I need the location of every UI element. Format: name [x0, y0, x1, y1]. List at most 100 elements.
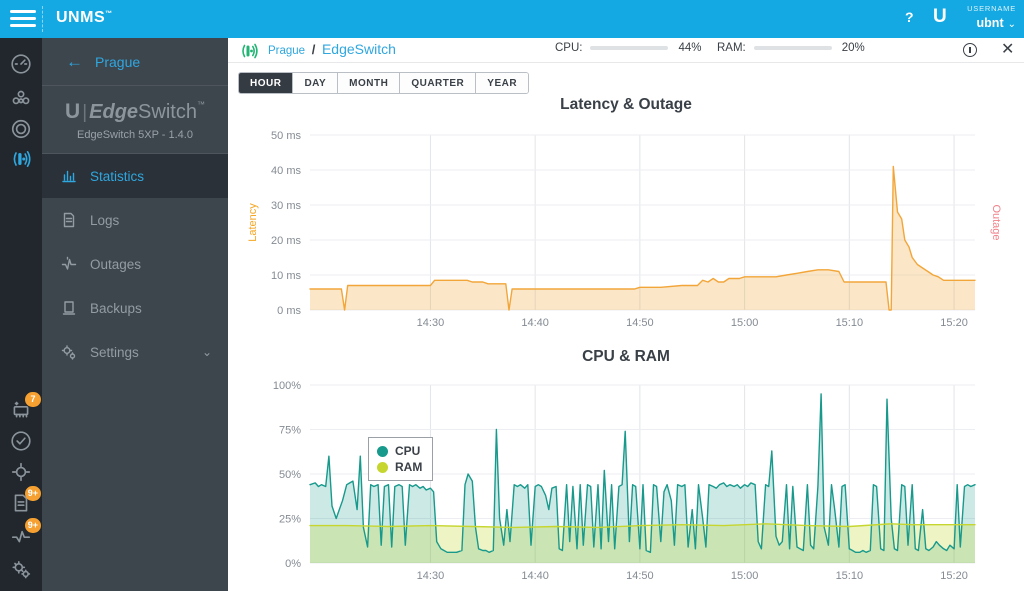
- svg-text:14:30: 14:30: [417, 570, 445, 582]
- svg-text:15:20: 15:20: [940, 317, 968, 329]
- ram-meter: RAM: 20%: [717, 42, 865, 54]
- menu-label: Logs: [90, 212, 120, 228]
- menu-item-logs[interactable]: Logs: [42, 198, 228, 242]
- ram-legend-label: RAM: [395, 460, 423, 474]
- rail-item-discovery[interactable]: [0, 459, 42, 489]
- devices-antenna-icon: [10, 148, 32, 175]
- menu-item-settings[interactable]: Settings ⌄: [42, 330, 228, 374]
- tab-year[interactable]: YEAR: [476, 73, 529, 93]
- back-to-site-button[interactable]: ← Prague: [42, 38, 228, 86]
- latency-outage-chart-title: Latency & Outage: [560, 96, 692, 113]
- breadcrumb-device-link[interactable]: EdgeSwitch: [321, 41, 396, 57]
- tab-hour[interactable]: HOUR: [239, 73, 294, 93]
- user-menu[interactable]: USERNAME ubnt ⌄: [967, 4, 1016, 32]
- username-label: USERNAME: [967, 4, 1016, 13]
- svg-text:14:30: 14:30: [417, 317, 445, 329]
- device-menu: Statistics Logs Outages Backups Settings…: [42, 154, 228, 374]
- chevron-down-icon: ⌄: [1007, 19, 1016, 30]
- device-sidebar: ← Prague U | EdgeSwitch™ EdgeSwitch 5XP - …: [42, 38, 228, 591]
- cpu-legend-dot: [377, 445, 388, 457]
- discovery-crosshair-icon: [10, 461, 32, 488]
- topbar-divider: [42, 6, 43, 32]
- cpu-label: CPU:: [555, 42, 583, 54]
- svg-text:14:50: 14:50: [626, 317, 654, 329]
- svg-text:0 ms: 0 ms: [277, 305, 301, 317]
- menu-item-outages[interactable]: Outages: [42, 242, 228, 286]
- backups-drive-icon: [62, 301, 76, 315]
- svg-text:10 ms: 10 ms: [271, 270, 301, 282]
- cpu-ram-chart-title: CPU & RAM: [582, 348, 670, 365]
- menu-label: Statistics: [90, 168, 145, 184]
- cpu-legend-label: CPU: [395, 444, 421, 458]
- rail-item-dashboard[interactable]: [0, 51, 42, 81]
- svg-text:75%: 75%: [279, 425, 301, 437]
- breadcrumb-separator: /: [311, 42, 316, 57]
- help-icon[interactable]: ?: [905, 9, 914, 25]
- menu-label: Settings: [90, 344, 139, 360]
- tab-quarter[interactable]: QUARTER: [400, 73, 477, 93]
- device-logo-block: U | EdgeSwitch™ EdgeSwitch 5XP - 1.4.0: [42, 86, 228, 154]
- settings-gears-icon: [61, 345, 76, 360]
- svg-text:15:10: 15:10: [836, 317, 864, 329]
- device-status-antenna-icon: [239, 41, 259, 66]
- device-model-version: EdgeSwitch 5XP - 1.4.0: [77, 129, 193, 141]
- main-panel: Prague / EdgeSwitch CPU: 44% RAM: 20% ✕ …: [228, 38, 1024, 591]
- rail-item-logs[interactable]: 9+: [0, 485, 42, 520]
- firmware-badge: 7: [25, 391, 41, 407]
- rail-item-firmware[interactable]: 7: [0, 391, 42, 426]
- hamburger-menu-icon[interactable]: [10, 10, 36, 28]
- ubiquiti-logo-icon: U: [933, 6, 947, 27]
- device-panel-header: Prague / EdgeSwitch CPU: 44% RAM: 20% ✕: [228, 38, 1024, 63]
- username-value: ubnt: [976, 16, 1004, 30]
- rail-item-sites[interactable]: [0, 85, 42, 115]
- outages-badge: 9+: [24, 517, 41, 533]
- latency-outage-chart: 0 ms 10 ms 20 ms 30 ms 40 ms 50 ms 14:30 14:40 1…: [247, 130, 1002, 329]
- rail-item-settings[interactable]: [0, 556, 42, 586]
- rail-item-endpoints[interactable]: [0, 116, 42, 146]
- cpu-ram-chart: 0% 25% 50% 75% 100% 14:30 14:40 14:50 15:00 15:10…: [273, 380, 976, 582]
- ram-progress-track: [753, 46, 832, 50]
- menu-item-statistics[interactable]: Statistics: [42, 154, 228, 198]
- gears-icon: [10, 558, 32, 585]
- breadcrumb-site-link[interactable]: Prague: [268, 45, 306, 57]
- icon-rail: 7 9+ 9+: [0, 38, 42, 591]
- tab-month[interactable]: MONTH: [338, 73, 401, 93]
- firmware-chip-icon: 7: [10, 391, 41, 425]
- svg-text:40 ms: 40 ms: [271, 165, 301, 177]
- legend-row-ram: RAM: [377, 459, 422, 475]
- breadcrumb: Prague / EdgeSwitch: [268, 41, 396, 57]
- back-arrow-icon: ←: [66, 51, 83, 71]
- logs-badge: 9+: [24, 485, 41, 501]
- rail-item-devices[interactable]: [0, 146, 42, 176]
- outages-pulse-icon: 9+: [10, 517, 41, 551]
- statistics-bars-icon: [62, 170, 76, 183]
- close-icon[interactable]: ✕: [1001, 41, 1015, 58]
- svg-text:14:50: 14:50: [626, 570, 654, 582]
- cpu-value: 44%: [678, 42, 702, 54]
- endpoints-target-icon: [10, 118, 32, 145]
- svg-text:14:40: 14:40: [521, 570, 549, 582]
- svg-text:15:00: 15:00: [731, 570, 759, 582]
- logs-document-icon: 9+: [10, 485, 41, 519]
- dashboard-gauge-icon: [10, 53, 32, 80]
- logs-document-icon: [63, 212, 75, 228]
- tab-day[interactable]: DAY: [293, 73, 339, 93]
- cpu-progress-track: [590, 46, 669, 50]
- svg-text:Latency: Latency: [247, 203, 259, 242]
- ram-label: RAM:: [717, 42, 746, 54]
- chevron-down-icon: ⌄: [201, 345, 212, 359]
- menu-item-backups[interactable]: Backups: [42, 286, 228, 330]
- svg-text:15:10: 15:10: [836, 570, 864, 582]
- ram-legend-dot: [377, 461, 388, 473]
- svg-text:15:20: 15:20: [940, 570, 968, 582]
- top-bar: UNMS™ ? U USERNAME ubnt ⌄: [0, 0, 1024, 38]
- rail-item-tasks[interactable]: [0, 428, 42, 458]
- rail-item-outages[interactable]: 9+: [0, 517, 42, 552]
- svg-text:100%: 100%: [273, 380, 301, 392]
- info-icon[interactable]: [963, 43, 977, 57]
- svg-text:14:40: 14:40: [521, 317, 549, 329]
- svg-text:50 ms: 50 ms: [271, 130, 301, 142]
- cpu-meter: CPU: 44%: [555, 42, 702, 54]
- svg-text:50%: 50%: [279, 469, 301, 481]
- svg-text:Outage: Outage: [990, 204, 1002, 240]
